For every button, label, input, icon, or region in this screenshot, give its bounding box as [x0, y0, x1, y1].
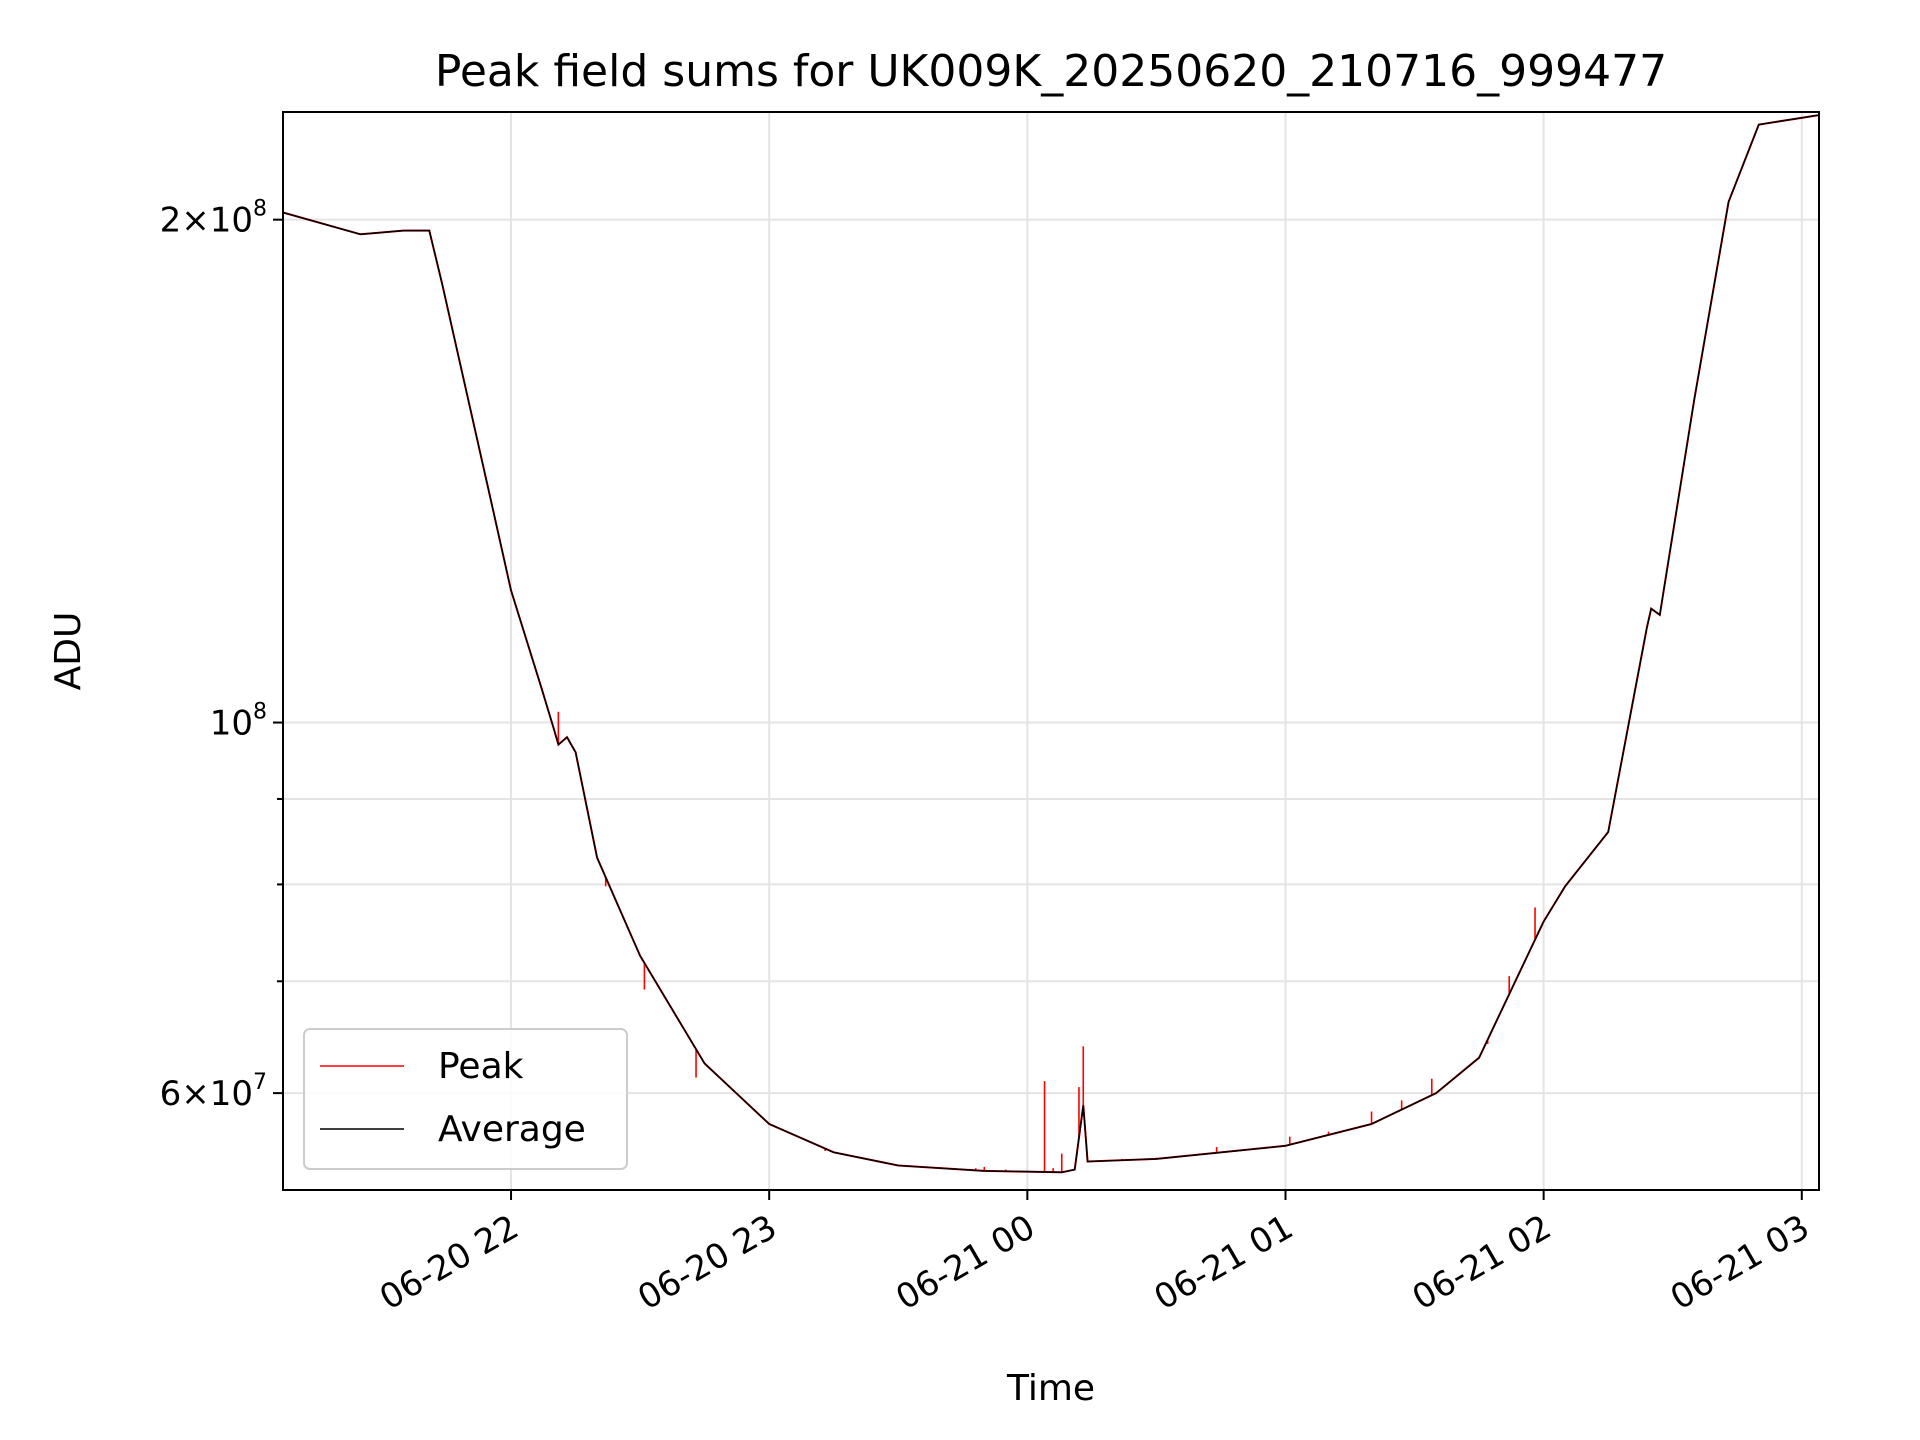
x-tick-label: 06-21 02	[1406, 1207, 1558, 1318]
series-line-average	[282, 114, 1820, 1174]
x-tick-label: 06-21 01	[1148, 1207, 1300, 1318]
chart-title: Peak field sums for UK009K_20250620_2107…	[435, 46, 1667, 97]
x-tick-label: 06-20 23	[631, 1207, 783, 1318]
legend-label-peak: Peak	[438, 1046, 524, 1087]
legend-label-average: Average	[438, 1109, 586, 1150]
series-line-peak	[282, 114, 1820, 1174]
y-tick-label: 6×107	[160, 1070, 267, 1114]
y-axis-label: ADU	[48, 612, 89, 691]
x-tick-label: 06-20 22	[373, 1207, 525, 1318]
y-tick-label: 108	[210, 700, 267, 744]
x-tick-label: 06-21 03	[1664, 1207, 1816, 1318]
y-axis-ticks: 6×107 108 2×108	[160, 197, 283, 1114]
series-layer	[282, 114, 1820, 1174]
x-axis-ticks: 06-20 22 06-20 23 06-21 00 06-21 01 06-21 02…	[373, 1190, 1816, 1318]
legend: Peak Average	[303, 1028, 628, 1170]
legend-box	[303, 1028, 628, 1170]
x-axis-label: Time	[1006, 1368, 1095, 1409]
y-tick-label: 2×108	[160, 197, 267, 241]
x-tick-label: 06-21 00	[889, 1207, 1041, 1318]
plot-frame	[282, 111, 1820, 1191]
